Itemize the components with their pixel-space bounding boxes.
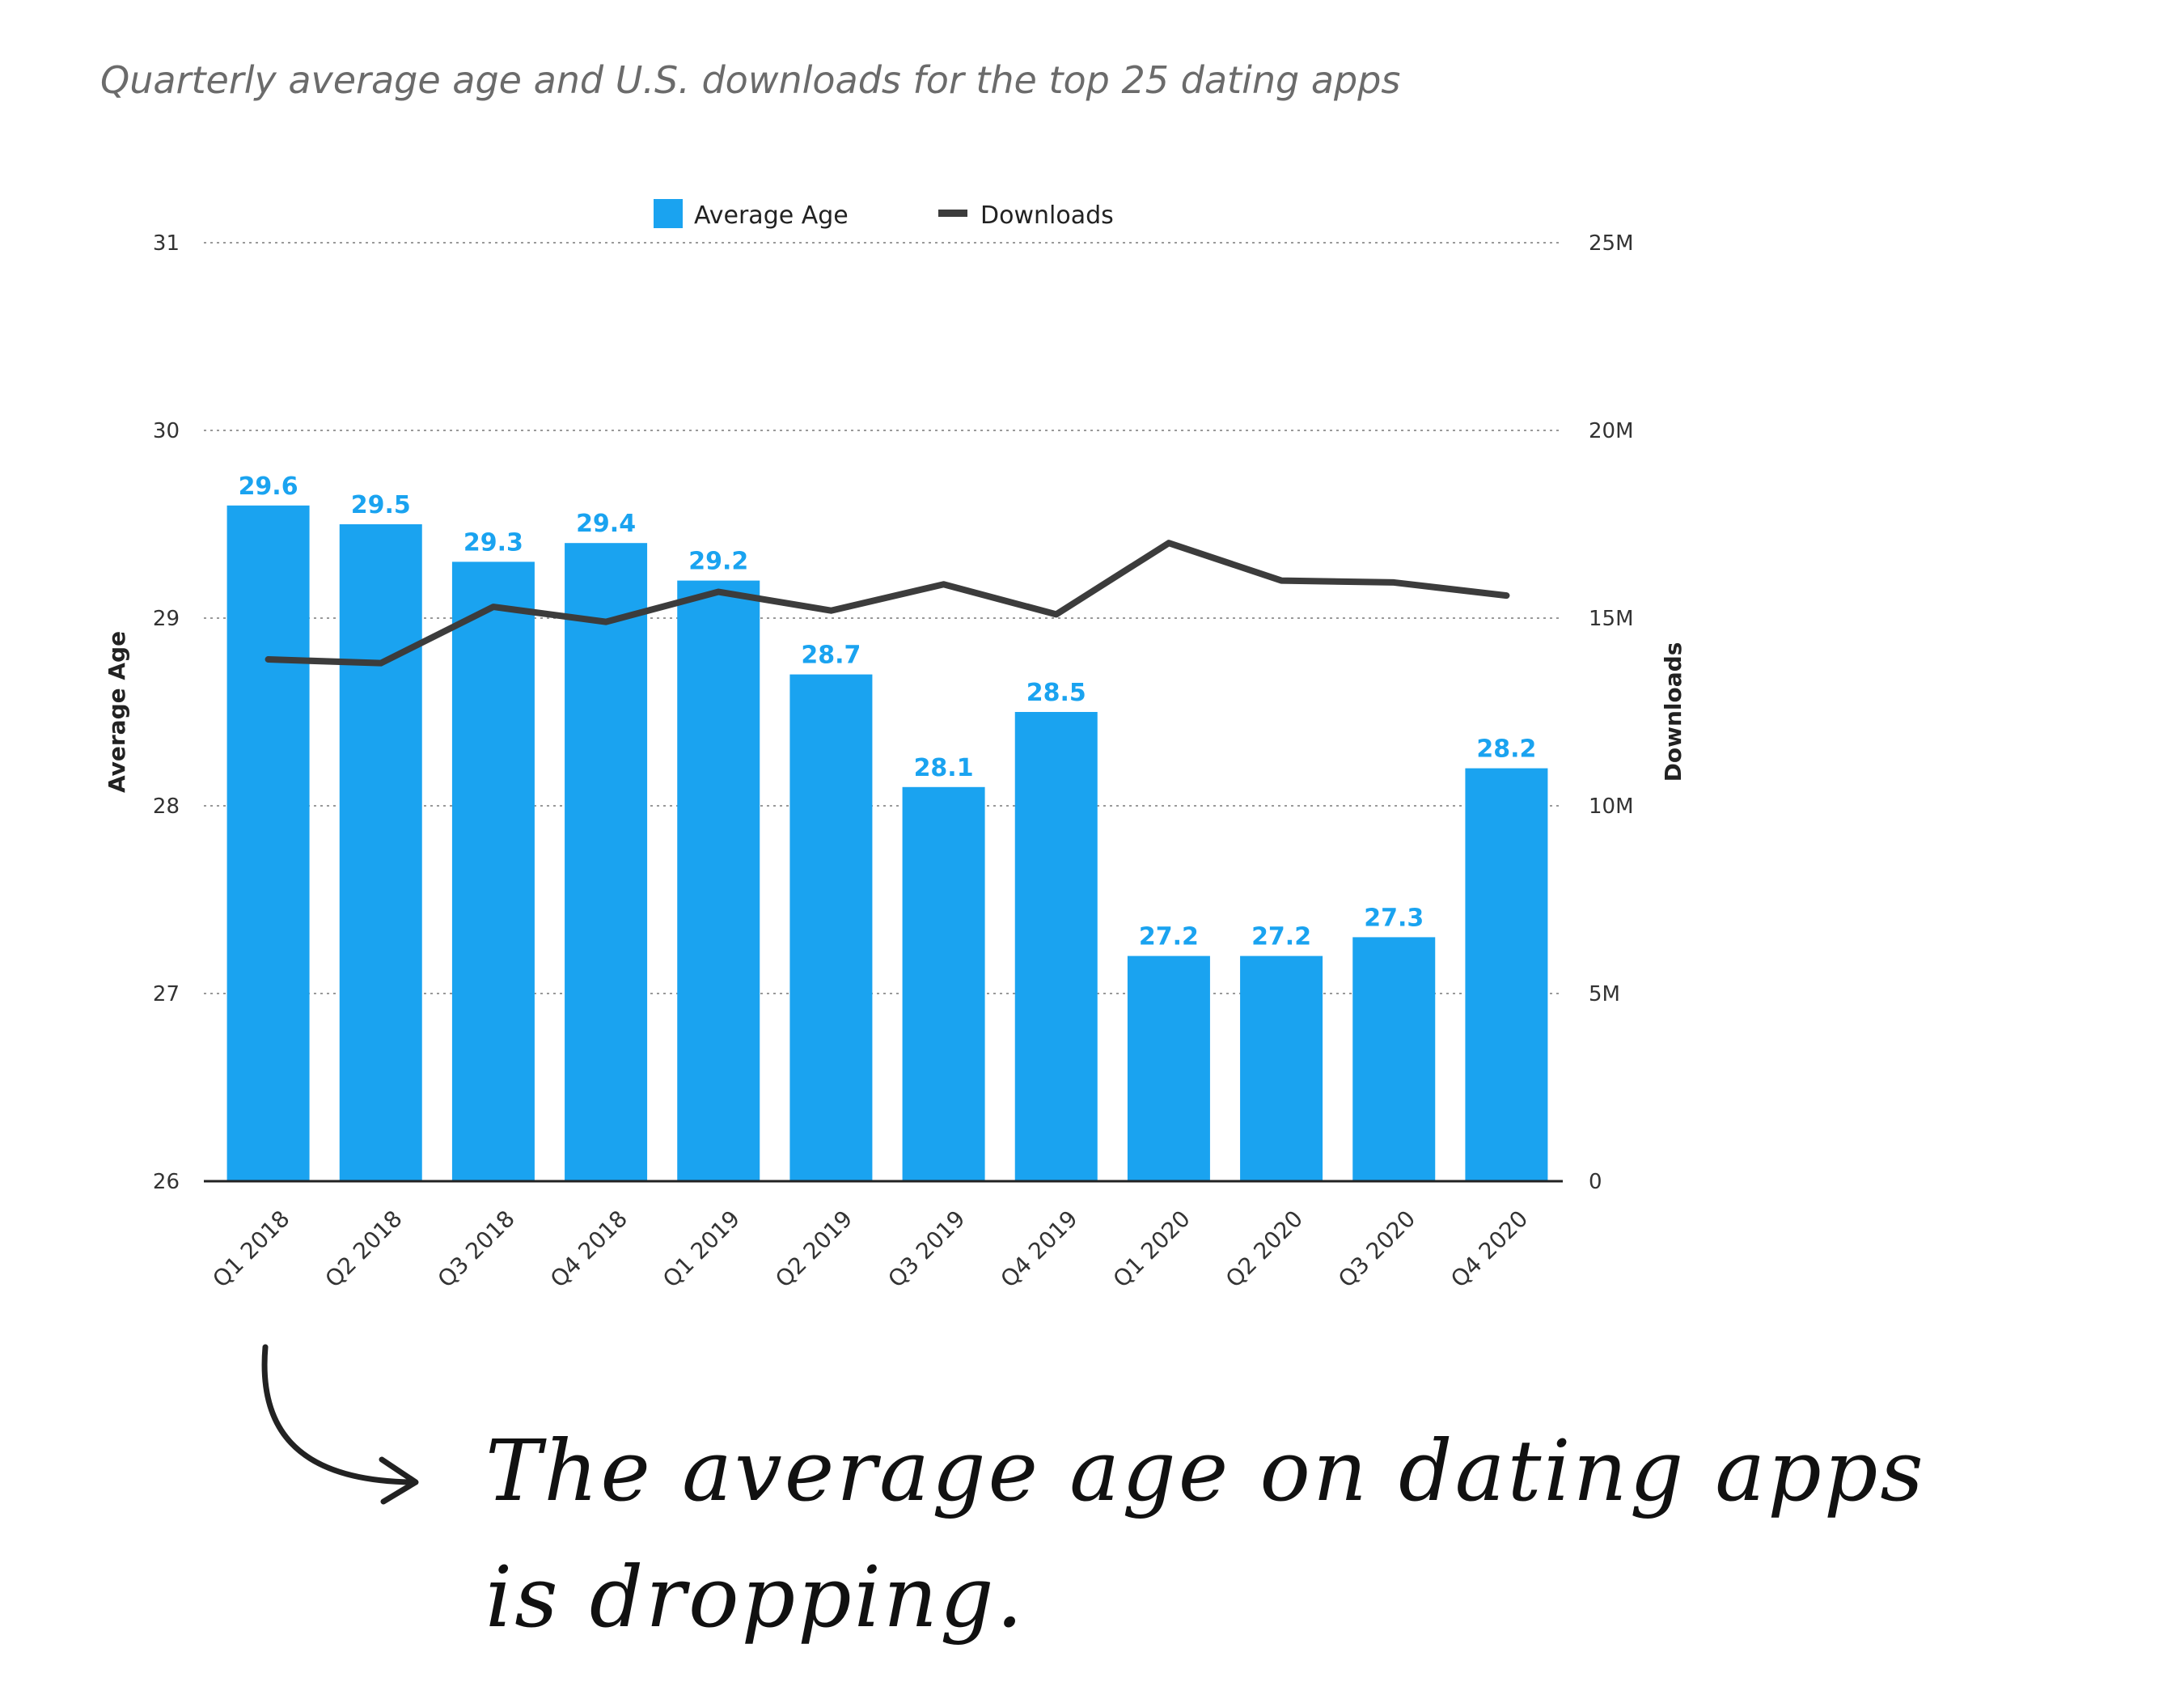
bar xyxy=(902,786,985,1181)
downloads-line-layer xyxy=(265,540,1510,667)
data-label: 29.6 xyxy=(239,472,298,501)
downloads-line xyxy=(265,540,1510,667)
data-label: 29.5 xyxy=(351,491,411,519)
bar xyxy=(789,674,873,1181)
y-right-tick-label: 20M xyxy=(1589,419,1634,443)
y-left-tick-label: 28 xyxy=(153,794,180,819)
y-right-tick-label: 10M xyxy=(1589,794,1634,819)
bar xyxy=(1352,937,1436,1181)
legend-swatch-downloads xyxy=(938,210,967,217)
downloads-point xyxy=(1393,582,1395,583)
data-label: 29.4 xyxy=(576,510,636,538)
bar xyxy=(339,524,422,1181)
data-label: 29.3 xyxy=(463,528,523,557)
downloads-point xyxy=(1280,580,1282,582)
y-right-tick-label: 0 xyxy=(1589,1170,1602,1194)
gridlines xyxy=(204,242,1563,994)
y-right-tick-label: 25M xyxy=(1589,231,1634,256)
y-left-tick-label: 27 xyxy=(153,982,180,1006)
chart-title: Quarterly average age and U.S. downloads… xyxy=(100,58,1401,102)
downloads-point xyxy=(943,583,945,585)
data-label: 28.5 xyxy=(1026,679,1086,707)
data-labels: 29.6 29.5 29.3 29.4 29.2 28.7 28.1 28.5 27.2 27.2… xyxy=(239,472,1537,951)
downloads-point xyxy=(1168,542,1170,544)
downloads-point xyxy=(830,610,832,612)
legend-label-downloads: Downloads xyxy=(980,201,1114,230)
bar xyxy=(677,580,760,1181)
bar xyxy=(565,543,648,1181)
bar xyxy=(451,561,535,1181)
y-left-tick-label: 26 xyxy=(153,1170,180,1194)
y-axis-left-title: Average Age xyxy=(104,631,130,793)
downloads-point xyxy=(717,591,719,593)
downloads-point xyxy=(605,621,607,623)
data-label: 27.2 xyxy=(1251,923,1311,951)
y-left-tick-label: 31 xyxy=(153,231,180,256)
bar xyxy=(1127,955,1210,1181)
y-left-tick-label: 30 xyxy=(153,419,180,443)
data-label: 27.2 xyxy=(1139,923,1199,951)
legend-label-average-age: Average Age xyxy=(694,201,849,230)
y-right-tick-label: 15M xyxy=(1589,607,1634,631)
legend: Average Age Downloads xyxy=(654,199,1114,230)
data-label: 29.2 xyxy=(688,548,748,576)
bar xyxy=(1240,955,1323,1181)
downloads-point xyxy=(1505,595,1507,596)
y-right-tick-label: 5M xyxy=(1589,982,1620,1006)
annotation-text: The average age on dating apps is droppi… xyxy=(485,1421,1926,1646)
y-axis-right-title: Downloads xyxy=(1660,642,1687,782)
data-label: 27.3 xyxy=(1364,904,1424,932)
bar xyxy=(226,505,310,1181)
bar xyxy=(1014,712,1098,1181)
arrow-icon xyxy=(261,1344,416,1485)
downloads-point xyxy=(268,659,269,660)
data-label: 28.1 xyxy=(914,754,974,782)
data-label: 28.7 xyxy=(801,642,861,670)
bar xyxy=(1465,768,1548,1181)
arrowhead-icon xyxy=(379,1456,419,1505)
data-label: 28.2 xyxy=(1476,735,1536,764)
y-left-tick-label: 29 xyxy=(153,607,180,631)
legend-swatch-average-age xyxy=(654,199,683,228)
bars xyxy=(226,505,1548,1181)
